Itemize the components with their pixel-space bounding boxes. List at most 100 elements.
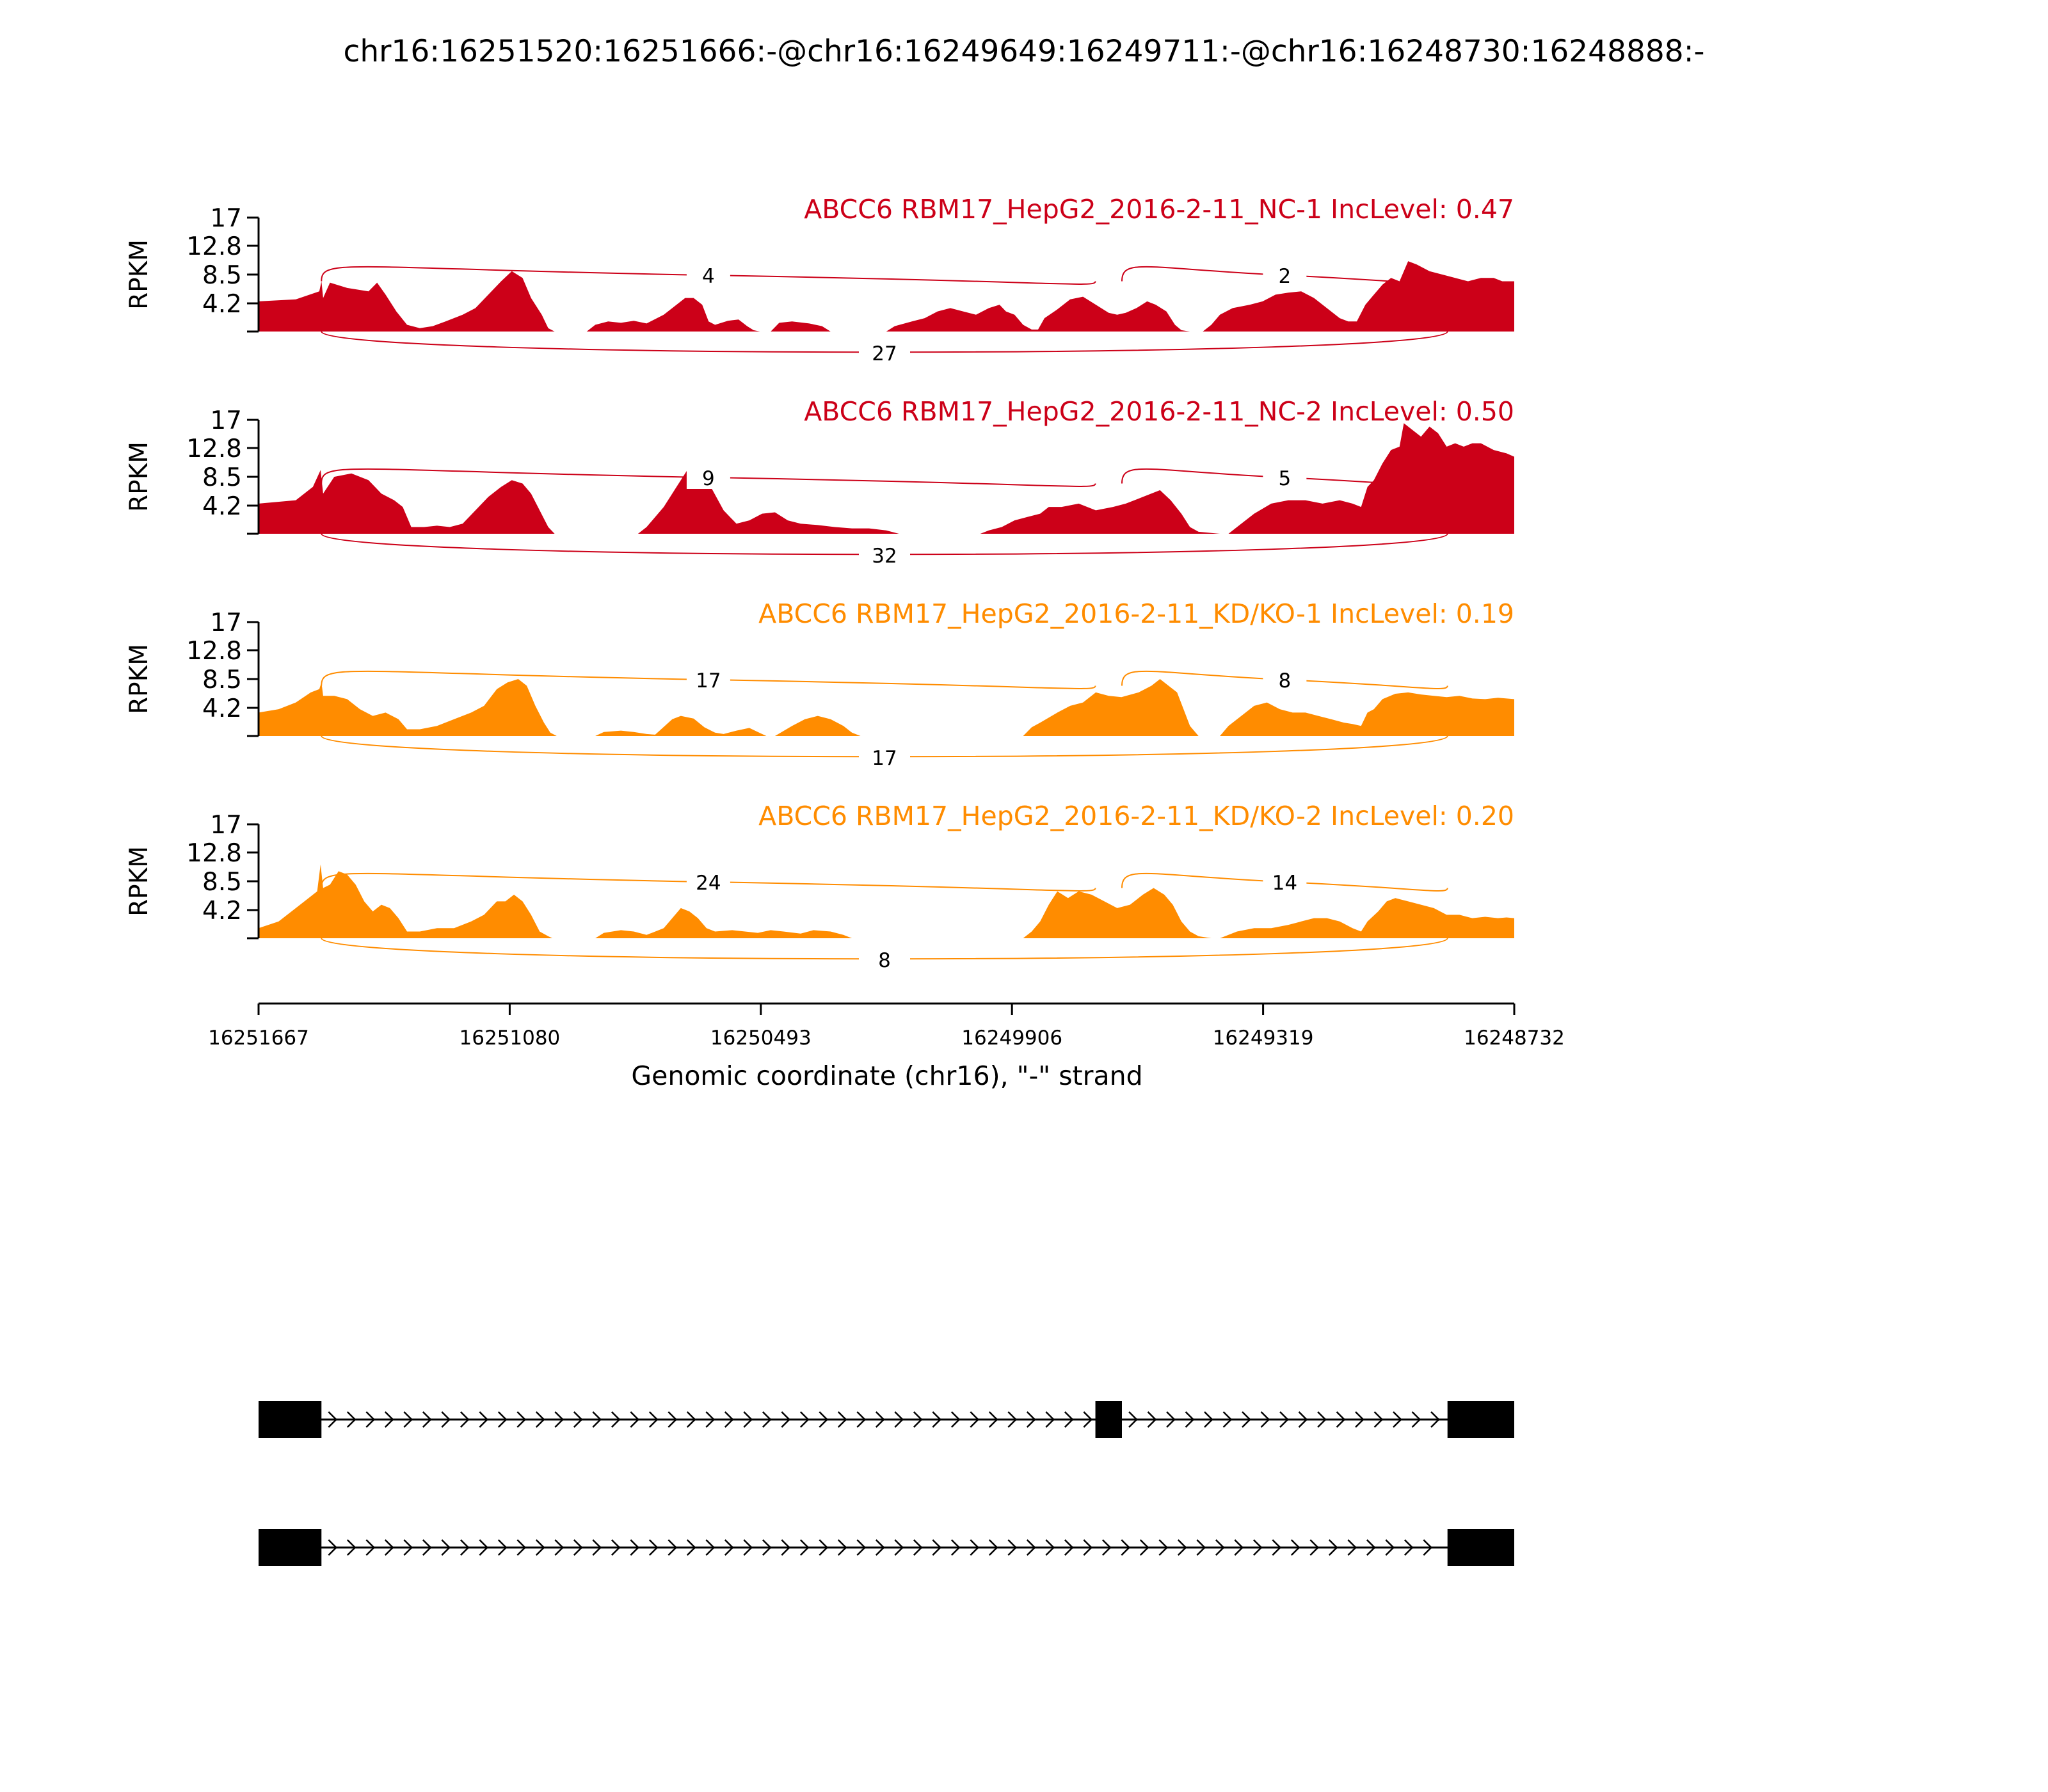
strand-arrow [724,1411,734,1428]
strand-arrow [913,1411,923,1428]
y-tick-label: 17 [210,204,242,233]
strand-arrow [1260,1411,1270,1428]
strand-arrow [1234,1539,1244,1556]
strand-arrow [1158,1539,1169,1556]
strand-arrow [535,1411,545,1428]
strand-arrow [781,1411,791,1428]
strand-arrow [460,1411,470,1428]
track-label: ABCC6 RBM17_HepG2_2016-2-11_NC-2 IncLeve… [804,396,1514,427]
y-tick-label: 8.5 [202,463,242,492]
x-tick-label: 16249319 [1213,1027,1314,1050]
strand-arrow [516,1539,527,1556]
strand-arrow [1404,1539,1414,1556]
strand-arrow [913,1539,923,1556]
strand-arrow [668,1411,678,1428]
strand-arrow [970,1411,980,1428]
isoform-2 [259,1529,1514,1566]
exon-block [259,1401,322,1438]
strand-arrow [497,1411,508,1428]
strand-arrow [705,1411,716,1428]
junction-arc-skipping-label-bg [858,544,910,567]
y-tick-label: 8.5 [202,666,242,694]
y-tick-label: 4.2 [202,290,242,319]
junction-arc-downstream-label-bg [1263,870,1307,893]
strand-arrow [328,1411,338,1428]
strand-arrow [403,1411,413,1428]
strand-arrow [384,1411,394,1428]
strand-arrow [1290,1539,1300,1556]
strand-arrow [573,1539,583,1556]
y-tick-label: 4.2 [202,897,242,925]
strand-arrow [894,1411,904,1428]
junction-arc-skipping-label: 8 [878,949,891,972]
strand-arrow [950,1539,961,1556]
strand-arrow [1101,1539,1112,1556]
strand-arrow [686,1539,696,1556]
strand-arrow [762,1539,772,1556]
strand-arrow [1128,1411,1138,1428]
strand-arrow [724,1539,734,1556]
isoform-models [259,1401,1514,1566]
junction-arc-skipping-label-bg [858,746,910,769]
junction-arc-downstream-label-bg [1263,668,1307,691]
y-tick-label: 8.5 [202,868,242,897]
junction-arc-downstream-label-bg [1263,466,1307,489]
strand-arrow [837,1411,847,1428]
y-tick-label: 17 [210,811,242,840]
junction-arc-downstream-label: 8 [1278,669,1291,692]
y-tick-label: 12.8 [186,232,242,261]
y-tick-label: 12.8 [186,637,242,666]
strand-arrow [1185,1411,1195,1428]
strand-arrow [1411,1411,1421,1428]
strand-arrow [1298,1411,1308,1428]
track-label: ABCC6 RBM17_HepG2_2016-2-11_KD/KO-1 IncL… [758,598,1514,629]
strand-arrow [1215,1539,1225,1556]
strand-arrow [479,1539,489,1556]
strand-arrow [1177,1539,1187,1556]
strand-arrow [516,1411,527,1428]
strand-arrow [422,1411,432,1428]
x-tick-label: 16251667 [208,1027,309,1050]
strand-arrow [668,1539,678,1556]
strand-arrow [1373,1411,1384,1428]
isoform-1 [259,1401,1514,1438]
strand-arrow [441,1539,451,1556]
y-axis-label: RPKM [125,442,154,512]
strand-arrow [1423,1539,1433,1556]
strand-arrow [1309,1539,1320,1556]
strand-arrow [875,1411,885,1428]
strand-arrow [1279,1411,1289,1428]
plot-title: chr16:16251520:16251666:-@chr16:16249649… [343,34,1704,69]
y-tick-label: 12.8 [186,839,242,868]
strand-arrow [988,1539,998,1556]
junction-arc-upstream-label-bg [686,264,730,287]
strand-arrow [1366,1539,1376,1556]
strand-arrow [1045,1539,1055,1556]
strand-arrow [1222,1411,1233,1428]
strand-arrow [1045,1411,1055,1428]
junction-arc-upstream-label: 24 [696,872,721,895]
strand-arrow [1252,1539,1263,1556]
strand-arrow [743,1411,753,1428]
junction-arc-upstream-label: 4 [702,265,715,288]
strand-arrow [686,1411,696,1428]
strand-arrow [422,1539,432,1556]
strand-arrow [1317,1411,1327,1428]
strand-arrow [1064,1411,1074,1428]
strand-arrow [1166,1411,1176,1428]
strand-arrow [460,1539,470,1556]
x-tick-label: 16250493 [710,1027,812,1050]
strand-arrow [950,1411,961,1428]
x-tick-label: 16251080 [460,1027,561,1050]
strand-arrow [837,1539,847,1556]
strand-arrow [630,1539,640,1556]
strand-arrow [1430,1411,1440,1428]
strand-arrow [1064,1539,1074,1556]
strand-arrow [1242,1411,1251,1428]
strand-arrow [365,1411,376,1428]
